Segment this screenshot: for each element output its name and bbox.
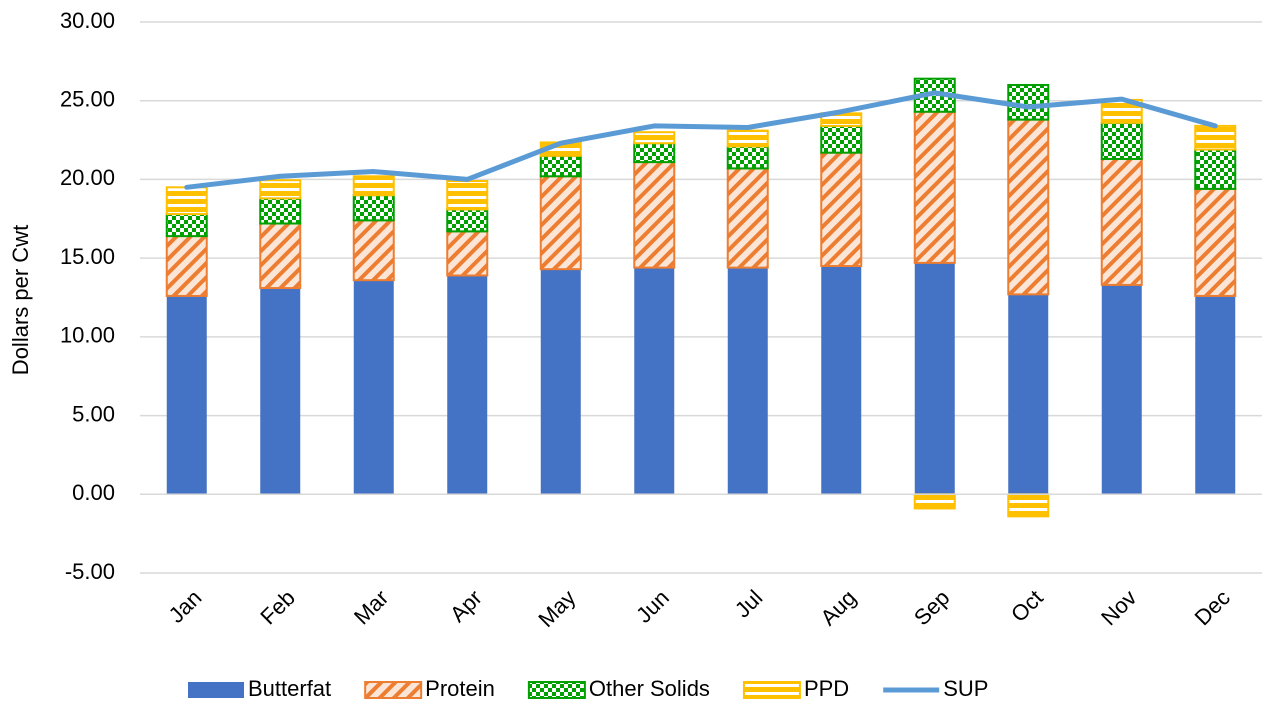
legend-swatch — [742, 681, 801, 699]
y-tick-label: 20.00 — [60, 165, 115, 190]
y-tick-label: 0.00 — [72, 480, 115, 505]
bar-segment — [913, 110, 956, 264]
bar-segment — [726, 145, 769, 170]
x-tick-label: Jul — [730, 585, 768, 623]
x-tick-label: Feb — [255, 585, 299, 629]
bar-segment — [726, 167, 769, 269]
bar-segment — [1194, 124, 1237, 151]
bar-segment — [165, 235, 208, 297]
bar-segment — [914, 262, 955, 495]
legend-label: PPD — [804, 676, 849, 701]
legend-swatch — [188, 682, 244, 698]
x-tick-label: Oct — [1006, 585, 1048, 627]
bar-segment — [1100, 121, 1143, 160]
y-tick-label: 25.00 — [60, 87, 115, 112]
bar-segment — [1007, 118, 1050, 296]
bar-segment — [352, 175, 395, 197]
legend-label: Butterfat — [248, 676, 331, 701]
bar-segment — [1194, 187, 1237, 297]
bar-segment — [1101, 284, 1142, 495]
line — [184, 90, 1218, 190]
legend: Butterfat Protein Other Solids PPD SUP — [188, 676, 988, 701]
bar-segment — [446, 230, 489, 277]
x-tick-label: Apr — [445, 585, 487, 627]
legend-label: SUP — [943, 676, 988, 701]
x-tick-label: Jun — [631, 585, 674, 628]
bar-segment — [447, 275, 488, 495]
legend-swatch — [527, 681, 586, 699]
bar-segment — [821, 266, 862, 495]
bar-segment — [727, 267, 768, 495]
y-tick-label: 10.00 — [60, 323, 115, 348]
x-tick-label: Mar — [349, 585, 393, 629]
bar-segment — [446, 208, 489, 233]
bar-segment — [1195, 295, 1236, 495]
bar-segment — [1007, 83, 1050, 121]
bar-segment — [165, 186, 208, 216]
bar-segment — [166, 295, 207, 495]
x-tick-label: May — [533, 585, 580, 632]
y-tick-label: 15.00 — [60, 244, 115, 269]
legend-label: Other Solids — [589, 676, 710, 701]
legend-label: Protein — [425, 676, 495, 701]
y-tick-label: 30.00 — [60, 8, 115, 33]
bar-segment — [1008, 294, 1049, 495]
bar-segment — [353, 280, 394, 495]
bar-segment — [352, 219, 395, 282]
bar-segment — [726, 129, 769, 148]
bar-segment — [820, 151, 863, 268]
bar-segment — [633, 131, 676, 145]
bar-segment — [1007, 493, 1050, 518]
bar-segment — [259, 179, 302, 200]
y-tick-label: 5.00 — [72, 401, 115, 426]
bar-segment — [820, 124, 863, 154]
bar-segment — [539, 175, 582, 271]
x-tick-label: Dec — [1190, 585, 1235, 630]
bar-segment — [165, 213, 208, 238]
x-tick-label: Nov — [1096, 585, 1141, 630]
bar-segment — [539, 154, 582, 178]
x-tick-label: Sep — [909, 585, 954, 630]
bar-segment — [633, 142, 676, 164]
y-axis-label: Dollars per Cwt — [8, 225, 33, 375]
bar-segment — [913, 493, 956, 510]
bar-segment — [260, 288, 301, 495]
x-tick-label: Jan — [164, 585, 207, 628]
bar-segment — [352, 194, 395, 222]
bar-segment — [259, 197, 302, 225]
bar-segment — [634, 267, 675, 495]
bar-segment — [1194, 148, 1237, 190]
legend-swatch — [364, 681, 423, 699]
x-tick-label: Aug — [816, 585, 861, 630]
bar-segment — [540, 269, 581, 495]
bar-segment — [259, 222, 302, 290]
bar-segment — [633, 161, 676, 269]
bar-segment — [446, 180, 489, 211]
bar-segment — [1100, 157, 1143, 286]
y-tick-label: -5.00 — [65, 559, 115, 584]
